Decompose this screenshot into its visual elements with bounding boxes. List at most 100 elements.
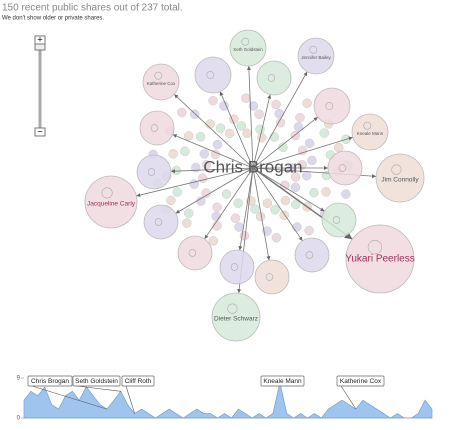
annotation-label: Kneale Mann [263, 378, 302, 385]
share-dot [168, 149, 178, 159]
share-dot [271, 99, 281, 110]
person-inner [230, 263, 239, 271]
annotation-box [72, 375, 121, 387]
graph: Seth Goldstein Jennifer Bailey Katherine C… [84, 29, 425, 342]
person-node [194, 56, 232, 94]
share-dot [254, 109, 264, 119]
share-dot [199, 149, 210, 159]
zoom-out-label[interactable]: − [37, 126, 42, 136]
person-node [321, 202, 357, 238]
timeline-tick-label: 0 [17, 416, 21, 422]
share-dot [184, 208, 194, 219]
person-inner [305, 251, 314, 259]
person-node [219, 249, 255, 285]
annotation-pointer [125, 385, 135, 414]
person-node [297, 37, 335, 75]
share-arrow [204, 167, 254, 240]
zoom-handle[interactable] [34, 43, 46, 51]
person-inner [154, 71, 163, 80]
share-dot [212, 139, 223, 150]
person-inner [188, 249, 197, 257]
share-dot [309, 187, 319, 198]
share-dot [304, 138, 315, 149]
person-node [313, 87, 351, 125]
share-dot [201, 159, 212, 170]
person-node [177, 235, 213, 271]
share-dot [290, 172, 301, 182]
share-dot [234, 222, 244, 232]
share-arrow [172, 134, 254, 169]
timeline-area [23, 382, 433, 419]
person-inner [147, 168, 156, 176]
share-dot [182, 218, 192, 228]
person-inner [338, 164, 347, 172]
share-dot [241, 93, 251, 103]
annotation-label: Cliff Roth [125, 378, 152, 385]
share-dot [236, 121, 247, 131]
share-dot [180, 146, 190, 157]
zoom-out-button[interactable] [34, 127, 46, 137]
person-label: Jacqueline Carly [87, 201, 136, 208]
person-inner [150, 124, 159, 132]
share-dot [274, 108, 284, 119]
annotation-pointer [31, 385, 108, 410]
person-inner [241, 37, 250, 46]
share-dot [189, 179, 199, 189]
person-inner [206, 71, 215, 79]
share-arrow [170, 167, 254, 174]
person-node [84, 175, 138, 229]
share-dot [257, 133, 267, 143]
share-dot [196, 196, 206, 206]
share-dot [321, 187, 331, 197]
annotation-label: Seth Goldstein [75, 378, 118, 385]
share-dot [208, 95, 218, 106]
share-dot [290, 182, 301, 193]
person-node [211, 292, 261, 342]
share-dot [172, 187, 183, 197]
share-dot [208, 236, 219, 246]
share-arrow [136, 167, 254, 197]
person-inner [265, 273, 274, 281]
person-label: Dieter Schwarz [214, 316, 258, 323]
share-dot [221, 189, 232, 199]
share-dot [291, 199, 301, 210]
share-dot [271, 232, 282, 243]
share-dot [248, 101, 259, 111]
share-dot [262, 198, 273, 209]
share-dot [333, 142, 344, 153]
person-inner [325, 102, 334, 110]
share-arrow [175, 167, 254, 214]
person-node [294, 237, 330, 273]
share-dot [211, 211, 221, 222]
person-inner [309, 45, 318, 54]
person-label: Jim Connolly [381, 177, 419, 184]
person-inner [267, 74, 276, 82]
annotation-label: Katherine Cox [340, 378, 382, 385]
person-inner [154, 218, 163, 226]
share-arrow [219, 91, 254, 169]
person-inner [332, 216, 341, 224]
annotation-box [121, 375, 155, 387]
share-dot [302, 98, 312, 108]
share-arrow [252, 136, 353, 169]
share-arrow [252, 71, 308, 169]
share-dot [278, 142, 288, 153]
share-dot [301, 170, 312, 181]
person-inner [363, 121, 372, 130]
annotation-pointer [340, 385, 357, 410]
annotation-box [260, 375, 305, 387]
zoom-in-label[interactable]: + [37, 34, 42, 44]
share-dot [219, 101, 229, 111]
header-subtitle: We don't show older or private shares. [2, 16, 104, 22]
person-node [139, 110, 175, 146]
share-dot [205, 119, 215, 129]
share-arrow [238, 167, 254, 251]
timeline: 0 9 Chris Brogan Seth Goldstein Cliff Roth Kn… [17, 375, 433, 422]
share-dot [171, 165, 182, 176]
share-dot [201, 188, 211, 198]
person-node [143, 204, 179, 240]
share-dot [215, 123, 226, 133]
share-dot [270, 204, 280, 215]
person-label: Yukari Peerless [345, 254, 414, 265]
person-inner [101, 187, 113, 199]
